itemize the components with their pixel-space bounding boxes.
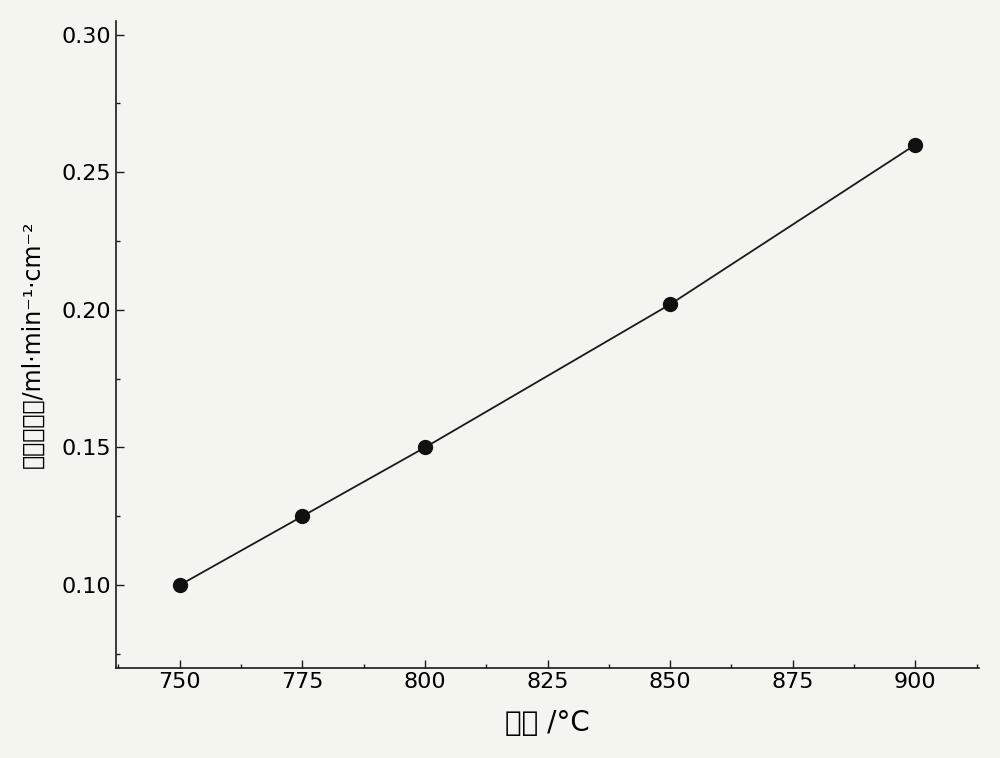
Y-axis label: 氧渗透通量/ml·min⁻¹·cm⁻²: 氧渗透通量/ml·min⁻¹·cm⁻² bbox=[21, 221, 45, 468]
X-axis label: 温度 /°C: 温度 /°C bbox=[505, 709, 590, 738]
